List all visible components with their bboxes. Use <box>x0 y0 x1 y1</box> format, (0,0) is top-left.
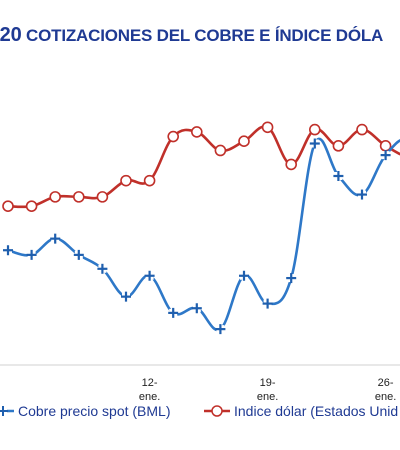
data-point-cobre <box>191 303 202 314</box>
data-point-indice-dolar <box>214 144 227 157</box>
data-point-cobre <box>380 150 391 161</box>
chart-title-rest: COTIZACIONES DEL COBRE E ÍNDICE DÓLA <box>21 26 384 45</box>
data-point-indice-dolar <box>2 200 14 212</box>
data-point-cobre <box>168 307 179 318</box>
data-point-indice-dolar <box>285 158 298 171</box>
data-point-cobre <box>357 189 367 200</box>
x-tick-label: ene. <box>257 391 278 403</box>
data-point-indice-dolar <box>73 191 85 203</box>
data-point-cobre <box>333 171 344 181</box>
data-point-cobre <box>3 245 13 256</box>
chart-title: S 20 COTIZACIONES DEL COBRE E ÍNDICE DÓL… <box>0 24 400 47</box>
legend-label-cobre: Cobre precio spot (BML) <box>18 403 171 419</box>
data-point-cobre <box>286 273 297 284</box>
data-point-indice-dolar <box>261 121 274 134</box>
data-point-indice-dolar <box>356 123 368 136</box>
data-point-cobre <box>121 291 131 302</box>
x-tick-label: 19- <box>260 377 276 389</box>
data-point-cobre <box>97 263 108 274</box>
legend-swatch-cobre-icon <box>0 406 14 416</box>
data-point-cobre <box>26 249 37 260</box>
x-tick-labels: 12- ene. 19- ene. 26- ene. <box>139 377 396 403</box>
legend-swatch-dolar-icon <box>204 405 230 417</box>
data-point-cobre <box>309 138 320 149</box>
data-point-cobre <box>239 270 249 281</box>
x-tick-label: ene. <box>139 391 160 403</box>
data-point-indice-dolar <box>143 174 156 187</box>
data-point-indice-dolar <box>25 200 38 212</box>
x-tick-label: 12- <box>142 377 158 389</box>
data-point-indice-dolar <box>191 126 203 138</box>
data-point-cobre <box>144 270 155 281</box>
data-point-indice-dolar <box>332 140 345 152</box>
data-point-indice-dolar <box>49 191 62 203</box>
legend-label-indice-dolar: Indice dólar (Estados Unid <box>234 403 399 419</box>
data-point-indice-dolar <box>308 123 321 136</box>
series-layer <box>2 121 400 335</box>
data-point-indice-dolar <box>96 191 109 203</box>
data-point-cobre <box>50 233 61 244</box>
x-tick-label: 26- <box>378 377 394 389</box>
data-point-cobre <box>215 324 226 335</box>
legend-item-cobre: Cobre precio spot (BML) <box>0 403 171 419</box>
x-tick-label: ene. <box>375 391 396 403</box>
data-point-indice-dolar <box>120 174 132 187</box>
data-point-cobre <box>262 298 273 309</box>
series-line-cobre <box>7 137 400 332</box>
legend-item-indice-dolar: Indice dólar (Estados Unid <box>204 403 398 419</box>
chart-title-number: 20 <box>0 24 22 46</box>
data-point-cobre <box>73 249 84 260</box>
series-line-indice-dolar <box>7 125 400 209</box>
data-point-indice-dolar <box>167 130 179 143</box>
data-point-indice-dolar <box>238 135 250 147</box>
